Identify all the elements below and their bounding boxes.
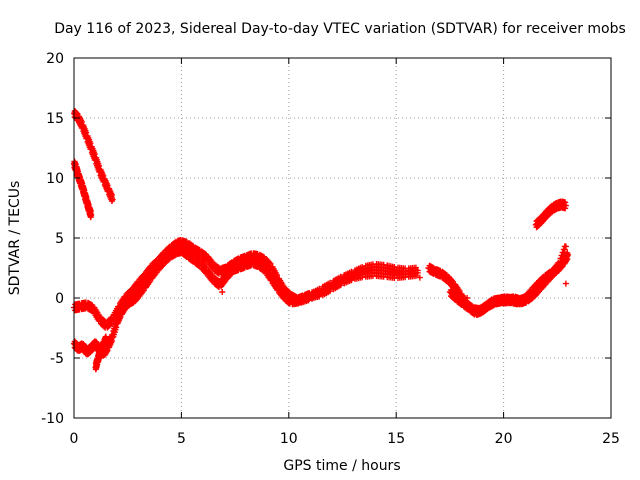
data-point-fill <box>483 306 490 313</box>
series-track-g-evening-low <box>446 243 569 318</box>
data-point-fill <box>560 252 567 259</box>
data-point-fill <box>562 205 569 212</box>
data-point-fill <box>449 277 456 284</box>
x-tick-label: 20 <box>495 431 513 447</box>
axis-ticks: 0 5 10 15 20 25 -10 -5 0 5 10 15 20 <box>41 51 620 447</box>
series-outliers <box>219 274 569 301</box>
data-point-fill <box>273 272 280 278</box>
data-point-fill <box>108 192 115 198</box>
data-point <box>109 196 116 203</box>
y-tick-label: 20 <box>46 51 64 67</box>
data-point-fill <box>562 199 569 206</box>
data-point-fill <box>285 288 292 295</box>
data-point-fill <box>267 260 274 267</box>
data-point-fill <box>563 257 570 264</box>
data-point <box>562 202 569 209</box>
data-point-fill <box>412 270 419 277</box>
data-point-fill <box>456 288 463 294</box>
data-point-fill <box>227 271 234 278</box>
data-point-fill <box>260 261 267 268</box>
data-point-fill <box>103 348 110 355</box>
x-tick-label: 5 <box>177 431 186 447</box>
data-point <box>562 243 569 250</box>
data-point <box>88 212 95 219</box>
data-point-fill <box>295 300 302 307</box>
data-points <box>71 108 572 373</box>
data-point-fill <box>470 304 477 311</box>
data-point-fill <box>83 129 90 136</box>
y-axis-label: SDTVAR / TECUs <box>7 181 23 296</box>
data-point-fill <box>337 279 344 286</box>
data-point-fill <box>285 294 292 300</box>
data-point-fill <box>78 119 85 125</box>
data-point-fill <box>457 295 464 302</box>
data-point-fill <box>214 264 221 270</box>
data-point-fill <box>326 285 333 292</box>
data-point-fill <box>348 274 355 281</box>
x-tick-label: 10 <box>280 431 298 447</box>
data-point-fill <box>555 265 562 272</box>
series-track-e-dip <box>92 333 110 373</box>
series-track-a-upper <box>71 108 116 204</box>
data-point-fill <box>113 324 120 331</box>
data-point <box>414 267 421 274</box>
data-point-fill <box>359 270 366 276</box>
data-point-fill <box>305 297 312 304</box>
y-tick-label: 15 <box>46 111 64 127</box>
data-point-fill <box>528 296 535 302</box>
data-point-fill <box>316 291 323 298</box>
data-point-fill <box>267 271 274 278</box>
chart-title: Day 116 of 2023, Sidereal Day-to-day VTE… <box>54 21 626 37</box>
y-tick-label: -10 <box>41 411 64 427</box>
data-point <box>416 274 423 281</box>
data-point-fill <box>104 182 111 189</box>
data-point-fill <box>559 255 566 262</box>
x-tick-label: 25 <box>602 431 620 447</box>
data-point-fill <box>107 321 114 328</box>
grid-lines <box>74 58 611 418</box>
data-point-fill <box>195 256 202 263</box>
y-tick-label: 10 <box>46 171 64 187</box>
data-point-fill <box>165 256 172 263</box>
x-axis-label: GPS time / hours <box>283 458 400 474</box>
series-track-h-late <box>532 198 569 231</box>
series-track-d-lower <box>71 244 421 359</box>
data-point-fill <box>87 140 94 147</box>
data-point <box>464 295 471 301</box>
data-point-fill <box>541 282 548 289</box>
x-tick-label: 0 <box>70 431 79 447</box>
data-point-fill <box>202 250 209 257</box>
data-point-fill <box>561 249 568 256</box>
series-track-b-upper <box>71 158 95 221</box>
y-tick-label: 0 <box>55 291 64 307</box>
data-point-fill <box>558 258 565 265</box>
y-tick-label: 5 <box>55 231 64 247</box>
data-point-fill <box>159 263 166 270</box>
data-point <box>562 280 569 287</box>
data-point-fill <box>96 162 103 169</box>
data-point-fill <box>108 338 115 344</box>
data-point <box>103 335 110 342</box>
data-point-fill <box>202 263 209 270</box>
data-point-fill <box>100 172 107 179</box>
data-point-fill <box>557 261 564 268</box>
data-point-fill <box>91 151 98 157</box>
data-point-fill <box>451 290 458 296</box>
data-point-fill <box>442 271 449 278</box>
x-tick-label: 15 <box>387 431 405 447</box>
data-point-fill <box>189 242 196 249</box>
y-tick-label: -5 <box>50 351 64 367</box>
data-point-fill <box>266 259 273 266</box>
data-point-fill <box>182 247 189 254</box>
data-point <box>219 289 226 295</box>
data-point-fill <box>534 289 541 296</box>
data-point-fill <box>189 252 196 258</box>
data-point-fill <box>547 275 554 282</box>
